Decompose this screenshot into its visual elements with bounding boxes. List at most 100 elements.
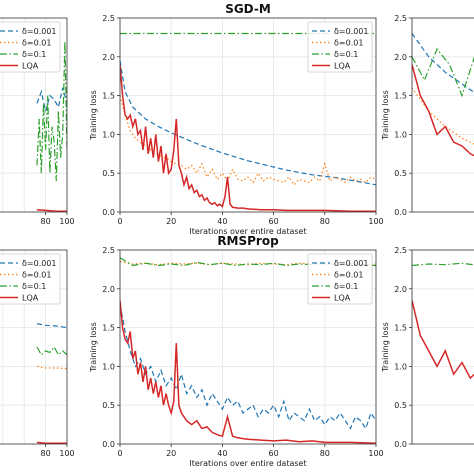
chart-panel-left-top: 80 100 δ=0.001 δ=0.01 δ=0.1 LQA xyxy=(0,17,75,226)
chart-panel-center-top: 0 20 40 60 80 100 0.0 0.5 1.0 1.5 2.0 2.5 SGD-M Itera… xyxy=(89,2,384,236)
legend-label-d001: δ=0.001 xyxy=(22,27,57,36)
series-line-d1 xyxy=(36,345,67,356)
series-line-d1 xyxy=(36,41,67,182)
y-tick-label: 2.5 xyxy=(102,14,115,23)
series-line-d001 xyxy=(412,33,474,94)
legend: δ=0.001 δ=0.01 δ=0.1 LQA xyxy=(307,21,373,73)
legend-box xyxy=(0,253,61,305)
chart-panel-left-bottom: 80 100 δ=0.001 δ=0.01 δ=0.1 LQA xyxy=(0,249,75,458)
legend-box xyxy=(0,21,61,73)
legend-label-d01: δ=0.01 xyxy=(22,39,51,48)
y-axis-label: Training loss xyxy=(381,322,390,373)
legend-label-d01: δ=0.01 xyxy=(22,271,51,280)
y-axis-label: Training loss xyxy=(89,90,98,141)
x-tick-label: 0 xyxy=(117,217,122,226)
y-tick-label: 1.5 xyxy=(394,324,407,333)
y-tick-label: 1.0 xyxy=(394,130,407,139)
y-tick-label: 0.0 xyxy=(394,440,407,449)
series-line-d1 xyxy=(412,262,474,267)
legend-label-d001: δ=0.001 xyxy=(22,259,57,268)
x-tick-label: 100 xyxy=(368,449,383,458)
legend-box xyxy=(307,21,373,73)
legend-label-d1: δ=0.1 xyxy=(334,282,358,291)
legend-label-d01: δ=0.01 xyxy=(334,271,363,280)
legend-label-lqa: LQA xyxy=(22,294,39,303)
y-tick-label: 1.5 xyxy=(394,92,407,101)
legend-box xyxy=(307,253,373,305)
x-tick-label: 40 xyxy=(217,217,227,226)
y-axis-label: Training loss xyxy=(89,322,98,373)
series-line-d1 xyxy=(412,47,474,98)
x-tick-label: 80 xyxy=(41,217,51,226)
axes-frame xyxy=(119,17,377,213)
x-tick-label: 80 xyxy=(320,217,330,226)
x-tick-label: 100 xyxy=(368,217,383,226)
y-axis-label: Training loss xyxy=(381,90,390,141)
chart-panel-right-bottom: 0.0 0.5 1.0 1.5 2.0 2.5 Training loss xyxy=(381,246,474,449)
y-tick-label: 1.5 xyxy=(102,324,115,333)
series-line-lqa xyxy=(412,300,474,380)
y-tick-label: 2.5 xyxy=(394,246,407,255)
y-tick-label: 1.0 xyxy=(102,130,115,139)
legend-label-lqa: LQA xyxy=(334,62,351,71)
y-tick-label: 2.0 xyxy=(102,285,115,294)
y-tick-label: 1.0 xyxy=(394,362,407,371)
chart-panel-right-top: 0.0 0.5 1.0 1.5 2.0 2.5 Training loss xyxy=(381,14,474,217)
series-line-d01 xyxy=(36,365,67,370)
x-tick-label: 80 xyxy=(41,449,51,458)
x-tick-label: 60 xyxy=(269,449,279,458)
legend-label-d001: δ=0.001 xyxy=(334,27,369,36)
x-tick-label: 100 xyxy=(59,217,74,226)
series-line-lqa xyxy=(36,441,67,444)
legend: δ=0.001 δ=0.01 δ=0.1 LQA xyxy=(0,253,61,305)
y-tick-label: 1.5 xyxy=(102,92,115,101)
series-line-lqa xyxy=(412,64,474,157)
series-line-d01 xyxy=(120,261,376,266)
y-tick-label: 0.0 xyxy=(102,440,115,449)
series-line-d001 xyxy=(120,304,376,430)
series-line-d01 xyxy=(120,95,376,186)
legend-label-d1: δ=0.1 xyxy=(22,50,46,59)
legend-label-d1: δ=0.1 xyxy=(334,50,358,59)
legend: δ=0.001 δ=0.01 δ=0.1 LQA xyxy=(0,21,61,73)
y-tick-label: 2.0 xyxy=(394,53,407,62)
y-tick-label: 0.0 xyxy=(394,208,407,217)
y-tick-label: 2.0 xyxy=(102,53,115,62)
x-tick-label: 80 xyxy=(320,449,330,458)
legend-label-lqa: LQA xyxy=(334,294,351,303)
axes-frame xyxy=(411,249,474,445)
y-tick-label: 0.5 xyxy=(394,401,407,410)
x-axis-label: Iterations over entire dataset xyxy=(189,227,306,236)
x-tick-label: 0 xyxy=(117,449,122,458)
x-tick-label: 60 xyxy=(269,217,279,226)
x-axis-label: Iterations over entire dataset xyxy=(189,459,306,468)
y-tick-label: 0.5 xyxy=(394,169,407,178)
series-line-lqa xyxy=(120,64,376,212)
legend-label-d1: δ=0.1 xyxy=(22,282,46,291)
x-tick-label: 20 xyxy=(166,449,176,458)
y-tick-label: 0.5 xyxy=(102,169,115,178)
axes-frame xyxy=(0,17,68,213)
legend: δ=0.001 δ=0.01 δ=0.1 LQA xyxy=(307,253,373,305)
legend-label-d001: δ=0.001 xyxy=(334,259,369,268)
y-tick-label: 0.0 xyxy=(102,208,115,217)
legend-label-lqa: LQA xyxy=(22,62,39,71)
chart-panel-center-bottom: 0 20 40 60 80 100 0.0 0.5 1.0 1.5 2.0 2.5 RMSProp Ite… xyxy=(89,234,384,468)
axes-frame xyxy=(0,249,68,445)
y-tick-label: 2.5 xyxy=(394,14,407,23)
x-tick-label: 20 xyxy=(166,217,176,226)
chart-title: RMSProp xyxy=(217,234,279,248)
y-tick-label: 2.5 xyxy=(102,246,115,255)
y-tick-label: 2.0 xyxy=(394,285,407,294)
series-line-d001 xyxy=(36,323,67,329)
x-tick-label: 40 xyxy=(217,449,227,458)
grid xyxy=(412,250,474,444)
series-line-lqa xyxy=(36,208,67,212)
y-tick-label: 0.5 xyxy=(102,401,115,410)
x-tick-label: 100 xyxy=(59,449,74,458)
legend-label-d01: δ=0.01 xyxy=(334,39,363,48)
axes-frame xyxy=(119,249,377,445)
series-line-d001 xyxy=(36,87,67,112)
chart-title: SGD-M xyxy=(225,2,271,16)
